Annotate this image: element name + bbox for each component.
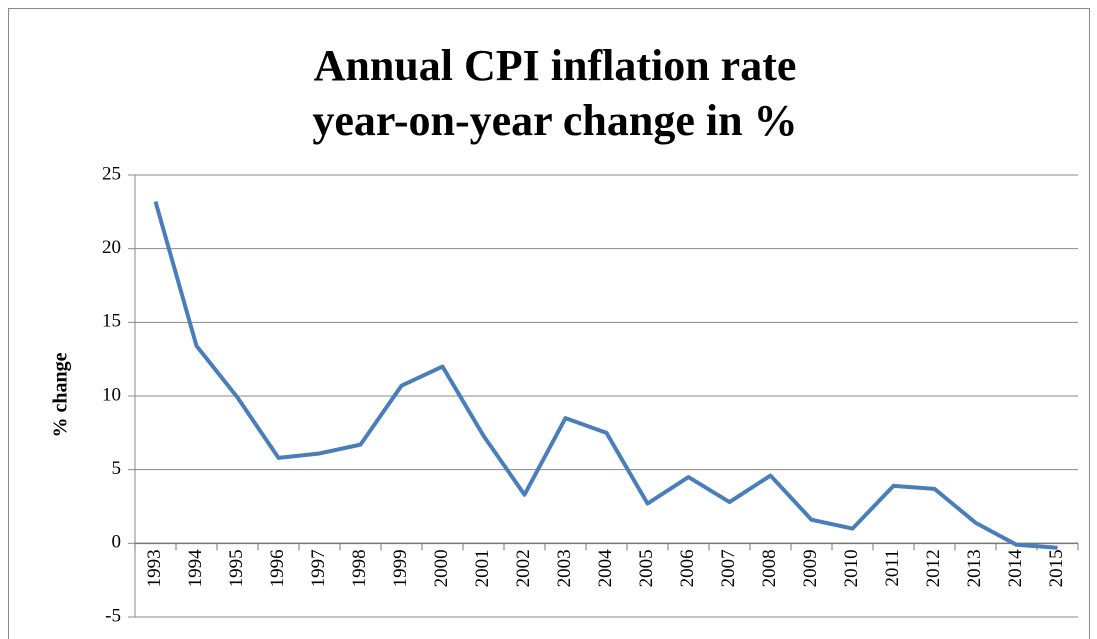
x-tick-label: 2000	[431, 549, 452, 587]
x-tick-label: 2010	[841, 549, 862, 587]
y-tick-label: 10	[102, 384, 121, 405]
x-tick-label: 2009	[800, 549, 821, 587]
x-tick-label: 2002	[513, 549, 534, 587]
x-tick-label: 2012	[923, 549, 944, 587]
x-tick-label: 2001	[472, 549, 493, 587]
series-line	[153, 200, 1058, 550]
x-tick-label: 2006	[677, 549, 698, 587]
x-tick-label: 1998	[349, 549, 370, 587]
y-tick-label: 25	[102, 163, 121, 184]
x-tick-label: 2003	[554, 549, 575, 587]
x-tick-label: 2008	[759, 549, 780, 587]
x-tick-label: 2013	[964, 549, 985, 587]
y-tick-label: 20	[102, 237, 121, 258]
x-tick-label: 1999	[390, 549, 411, 587]
y-tick-label: 0	[112, 532, 122, 553]
chart-title: Annual CPI inflation rate	[314, 41, 797, 90]
x-tick-label: 2005	[636, 549, 657, 587]
x-tick-label: 2011	[882, 549, 903, 586]
y-tick-label: -5	[105, 605, 121, 626]
y-axis-label: % change	[50, 352, 72, 437]
x-tick-label: 2015	[1046, 549, 1067, 587]
x-tick-label: 1995	[226, 549, 247, 587]
x-tick-label: 1994	[185, 549, 206, 588]
x-tick-label: 2004	[595, 549, 616, 588]
y-tick-label: 15	[102, 311, 121, 332]
x-tick-label: 1993	[144, 549, 165, 587]
y-tick-label: 5	[112, 458, 122, 479]
x-tick-label: 2014	[1005, 549, 1026, 588]
x-tick-label: 1997	[308, 549, 329, 587]
chart-subtitle: year-on-year change in %	[312, 96, 797, 145]
x-tick-label: 2007	[718, 549, 739, 587]
x-tick-label: 1996	[267, 549, 288, 587]
